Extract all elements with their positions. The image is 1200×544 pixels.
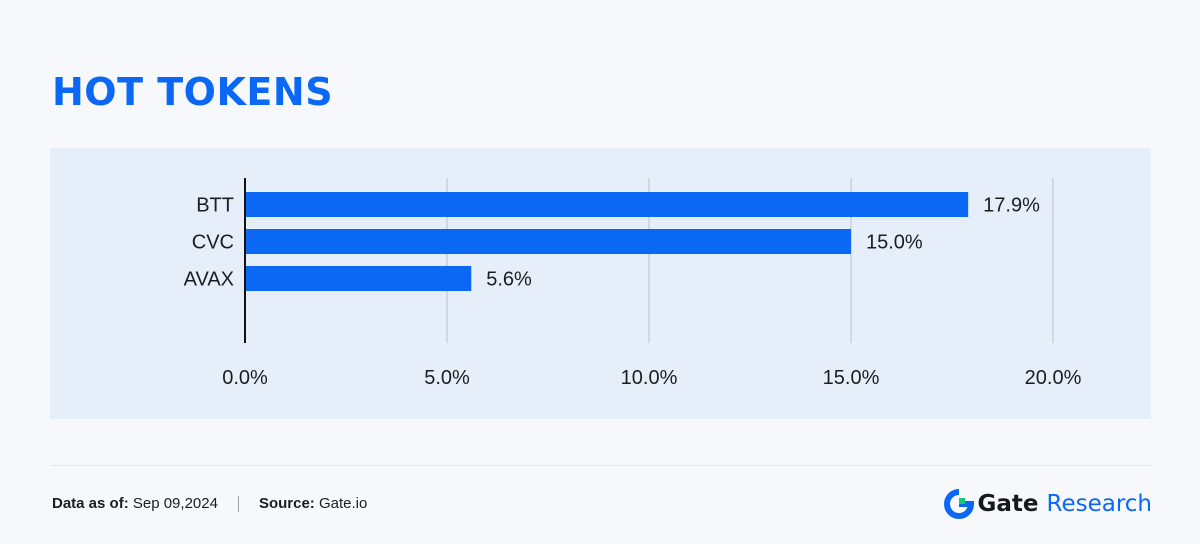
source-label: Source:	[258, 495, 315, 512]
brand-logo: Gate Research	[943, 489, 1153, 519]
category-label: BTT	[196, 195, 234, 217]
bar-chart: BTT 17.9% CVC 15.0% AVAX 5.6% 0.0% 5.0% 10.0% 15.…	[184, 178, 1082, 389]
value-label: 15.0%	[866, 232, 923, 254]
value-label: 17.9%	[983, 195, 1040, 217]
category-label: AVAX	[184, 269, 234, 291]
value-label: 5.6%	[486, 269, 532, 291]
brand-suffix: Research	[1046, 491, 1153, 517]
gate-logo-icon	[943, 489, 974, 519]
brand-name: Gate	[977, 491, 1039, 517]
footer-meta: Data as of: Sep 09,2024 Source: Gate.io	[52, 495, 367, 512]
page-title: HOT TOKENS	[52, 70, 334, 114]
x-tick-label: 10.0%	[621, 367, 678, 389]
footer-separator	[237, 495, 239, 512]
source-value: Gate.io	[318, 495, 368, 512]
chart-panel: BTT 17.9% CVC 15.0% AVAX 5.6% 0.0% 5.0% 10.0% 15.…	[50, 148, 1151, 419]
date-label: Data as of:	[52, 495, 129, 512]
bar-cvc	[245, 229, 851, 254]
x-tick-label: 20.0%	[1025, 367, 1082, 389]
date-value: Sep 09,2024	[132, 495, 218, 512]
bar-avax	[245, 266, 472, 291]
footer-divider	[50, 465, 1151, 466]
x-tick-label: 5.0%	[424, 367, 470, 389]
bar-btt	[245, 192, 969, 217]
x-tick-label: 15.0%	[823, 367, 880, 389]
x-tick-label: 0.0%	[222, 367, 268, 389]
category-label: CVC	[192, 232, 234, 254]
